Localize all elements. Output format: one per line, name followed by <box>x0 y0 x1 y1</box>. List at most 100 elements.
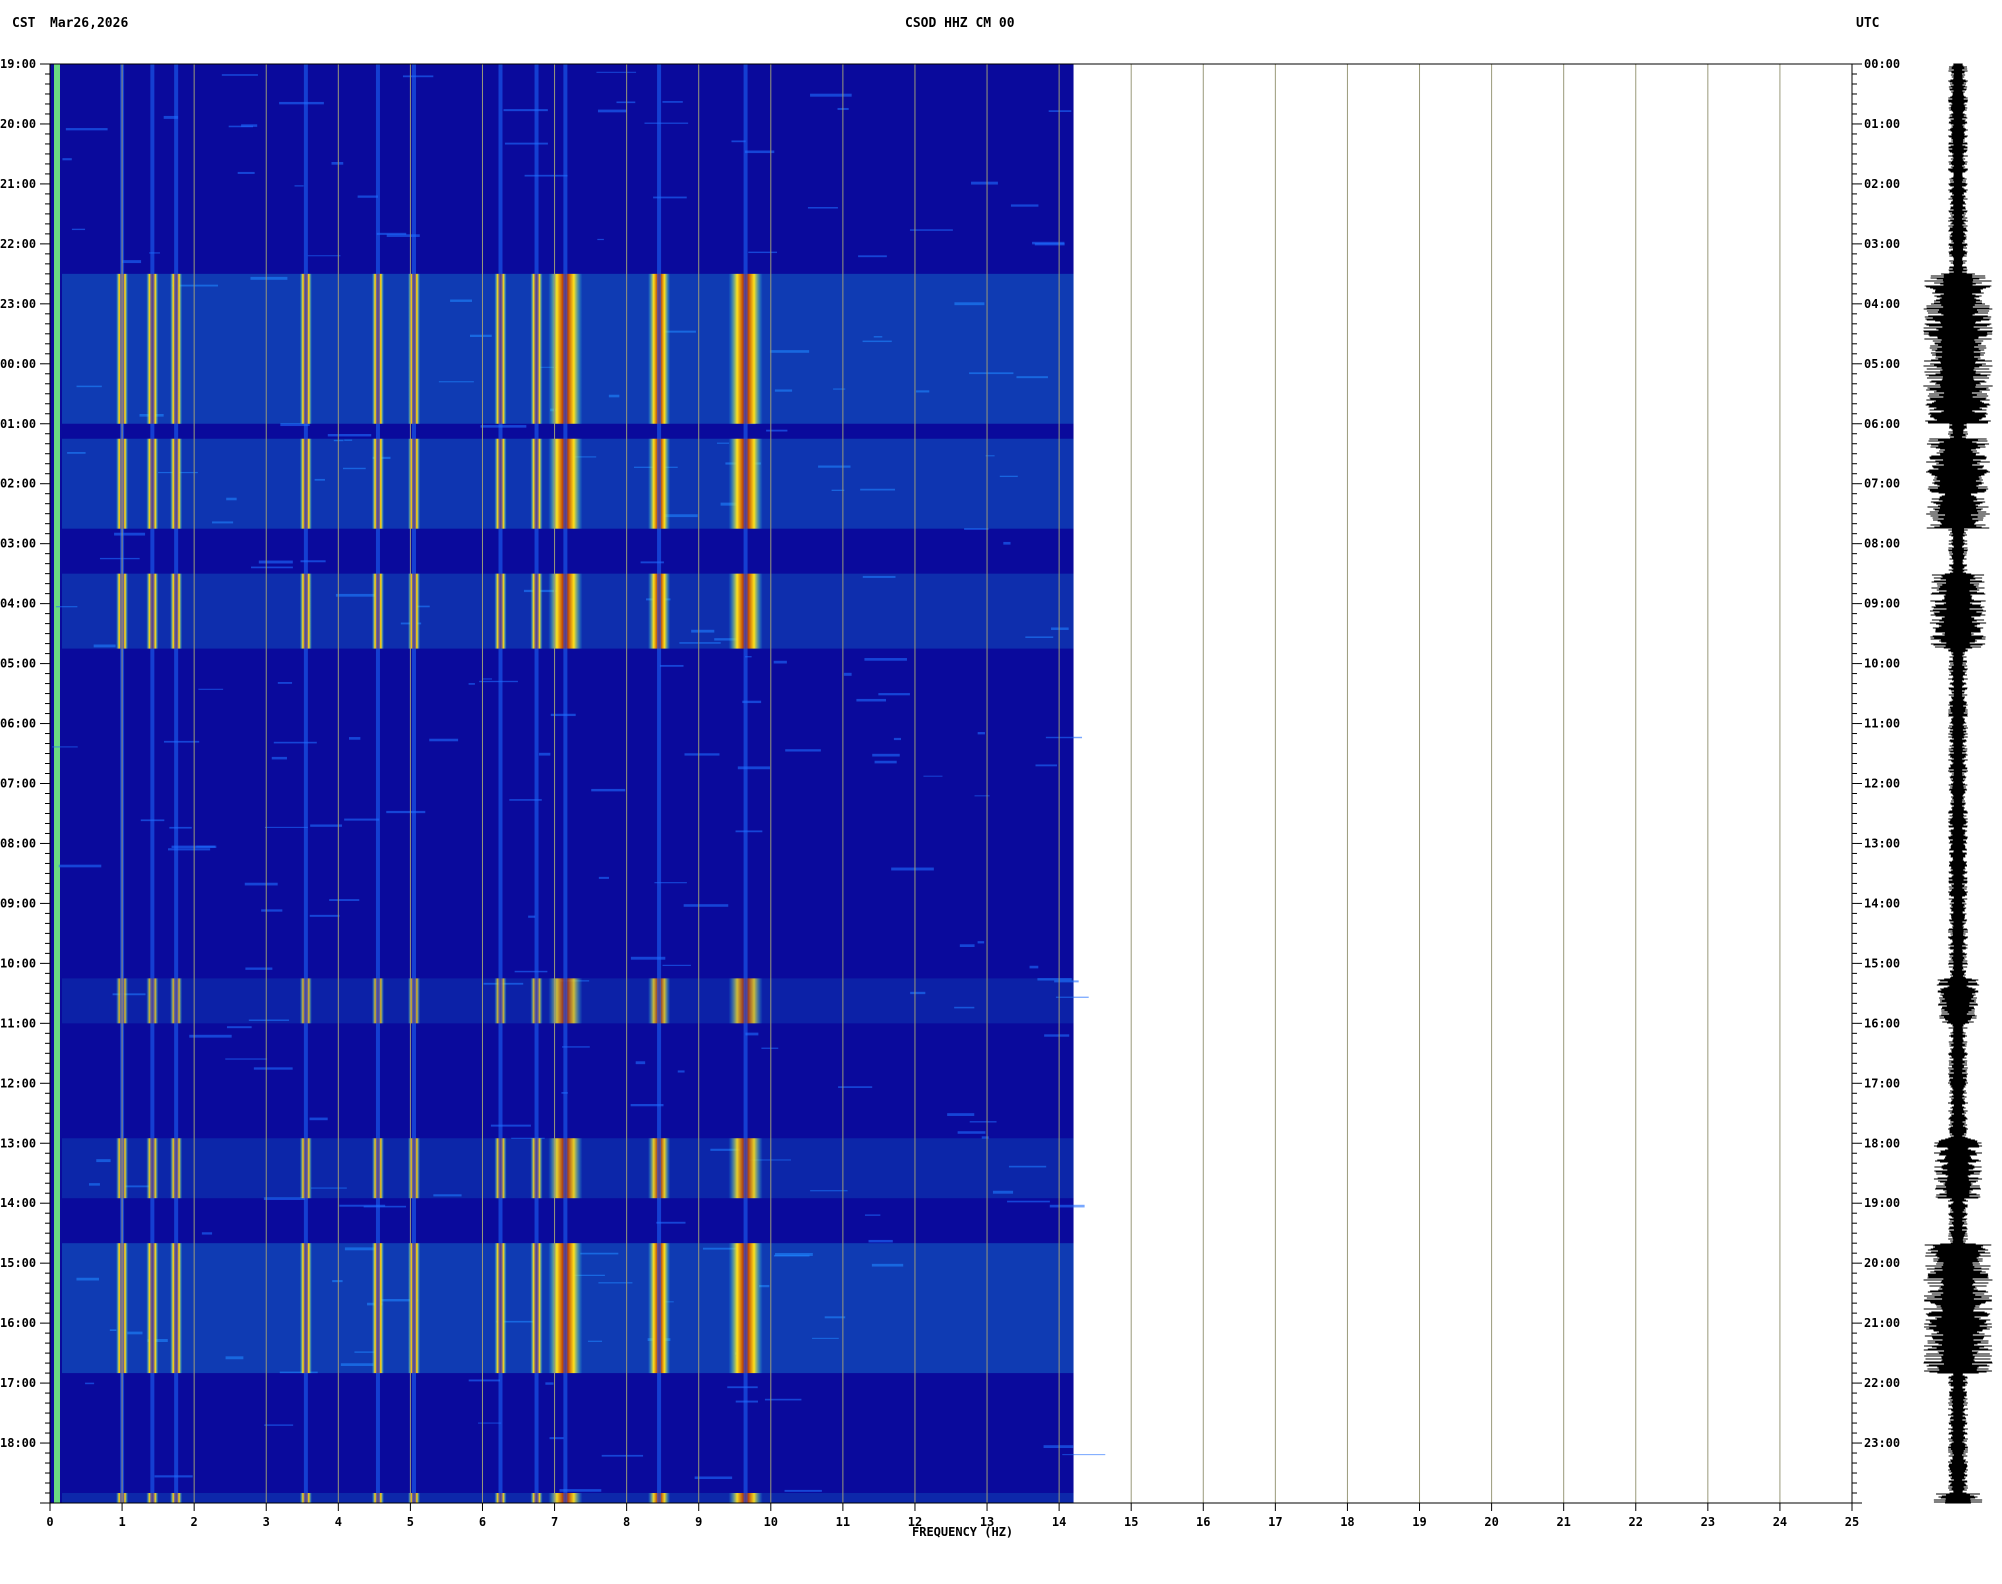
frequency-gridlines <box>121 64 1781 1503</box>
spectral-line <box>563 64 568 1503</box>
y-tick-label-left: 07:00 <box>0 777 36 791</box>
y-tick-label-right: 09:00 <box>1864 597 1900 611</box>
noise-speckle <box>596 71 637 73</box>
noise-speckle <box>954 1006 975 1009</box>
noise-speckle <box>654 882 687 884</box>
noise-speckle <box>833 388 846 390</box>
noise-speckle <box>598 876 609 879</box>
noise-speckle <box>838 1086 873 1088</box>
noise-speckle <box>251 566 293 569</box>
spectral-line <box>498 64 503 1503</box>
noise-speckle <box>1049 1204 1085 1208</box>
noise-speckle <box>591 788 626 792</box>
noise-speckle <box>490 1124 531 1127</box>
x-tick-label: 6 <box>479 1515 486 1529</box>
noise-speckle <box>774 389 793 392</box>
noise-speckle <box>1044 1034 1070 1037</box>
noise-speckle <box>569 1274 605 1277</box>
y-tick-label-right: 07:00 <box>1864 477 1900 491</box>
noise-speckle <box>503 109 548 112</box>
noise-speckle <box>759 1284 770 1288</box>
noise-speckle <box>873 336 883 338</box>
y-tick-label-left: 03:00 <box>0 537 36 551</box>
noise-speckle <box>947 1113 975 1116</box>
right-timezone-label: UTC <box>1856 16 1880 31</box>
noise-speckle <box>981 1136 989 1139</box>
noise-speckle <box>245 967 273 970</box>
noise-speckle <box>769 350 810 353</box>
noise-speckle <box>478 1422 502 1424</box>
y-tick-label-right: 10:00 <box>1864 657 1900 671</box>
y-tick-label-right: 02:00 <box>1864 177 1900 191</box>
noise-speckle <box>860 488 896 491</box>
x-tick-label: 8 <box>623 1515 630 1529</box>
noise-speckle <box>679 642 721 644</box>
y-tick-label-left: 17:00 <box>0 1376 36 1390</box>
low-frequency-stripe <box>54 64 60 1503</box>
y-tick-label-right: 15:00 <box>1864 956 1900 970</box>
noise-speckle <box>226 1026 252 1029</box>
noise-speckle <box>843 672 852 676</box>
noise-speckle <box>545 1382 554 1385</box>
noise-speckle <box>429 738 459 742</box>
noise-speckle <box>810 93 852 97</box>
noise-speckle <box>261 909 283 912</box>
y-tick-label-right: 18:00 <box>1864 1136 1900 1150</box>
noise-speckle <box>735 830 763 833</box>
noise-speckle <box>654 514 698 518</box>
noise-speckle <box>1025 636 1054 638</box>
noise-speckle <box>386 234 420 237</box>
noise-speckle <box>438 381 474 383</box>
noise-speckle <box>225 1058 268 1060</box>
y-tick-label-left: 00:00 <box>0 357 36 371</box>
noise-speckle <box>386 810 426 814</box>
x-tick-label: 11 <box>836 1515 850 1529</box>
noise-speckle <box>376 232 407 235</box>
noise-speckle <box>864 658 907 661</box>
noise-speckle <box>314 478 325 481</box>
noise-speckle <box>630 956 666 960</box>
y-tick-label-right: 14:00 <box>1864 896 1900 910</box>
y-tick-label-left: 08:00 <box>0 836 36 850</box>
noise-speckle <box>824 1316 846 1319</box>
noise-speckle <box>635 1061 646 1065</box>
noise-speckle <box>279 101 324 105</box>
noise-speckle <box>1043 1445 1074 1448</box>
noise-speckle <box>263 1197 305 1201</box>
noise-speckle <box>831 489 845 491</box>
noise-speckle <box>504 142 548 145</box>
noise-speckle <box>664 330 696 333</box>
noise-speckle <box>58 864 102 868</box>
noise-speckle <box>538 752 551 756</box>
y-tick-label-right: 06:00 <box>1864 417 1900 431</box>
spectral-line <box>375 64 380 1503</box>
noise-speckle <box>1035 764 1058 767</box>
noise-speckle <box>974 795 990 797</box>
x-tick-label: 5 <box>407 1515 414 1529</box>
y-tick-label-left: 18:00 <box>0 1436 36 1450</box>
y-tick-label-right: 19:00 <box>1864 1196 1900 1210</box>
noise-speckle <box>810 1190 848 1192</box>
noise-speckle <box>562 1046 590 1048</box>
x-tick-label: 3 <box>263 1515 270 1529</box>
y-tick-label-right: 12:00 <box>1864 777 1900 791</box>
spectral-line <box>150 64 155 1503</box>
noise-speckle <box>198 688 224 690</box>
y-tick-label-left: 19:00 <box>0 57 36 71</box>
noise-speckle <box>630 1103 664 1107</box>
noise-speckle <box>149 252 160 254</box>
noise-speckle <box>766 429 788 432</box>
spectral-line <box>412 64 417 1503</box>
noise-speckle <box>169 826 192 829</box>
noise-speckle <box>694 1476 733 1480</box>
noise-speckle <box>683 904 729 907</box>
y-tick-label-right: 13:00 <box>1864 836 1900 850</box>
noise-speckle <box>125 1185 150 1188</box>
axes <box>40 63 1862 1511</box>
y-tick-label-right: 17:00 <box>1864 1076 1900 1090</box>
noise-speckle <box>244 882 278 886</box>
noise-speckle <box>878 693 910 696</box>
spectrogram-heatmap <box>50 64 1106 1503</box>
noise-speckle <box>893 737 901 741</box>
y-tick-label-left: 23:00 <box>0 297 36 311</box>
